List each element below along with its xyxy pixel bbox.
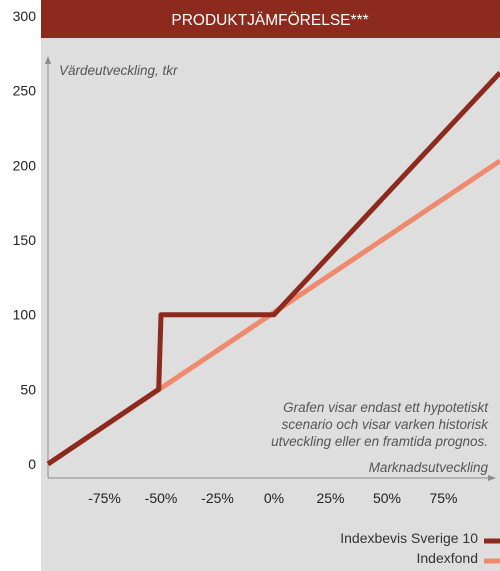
- legend-label-indexbevis: Indexbevis Sverige 10: [340, 530, 478, 546]
- plot-background: [41, 0, 500, 571]
- title-band: [41, 0, 500, 38]
- x-axis-label: Marknadsutveckling: [369, 460, 489, 475]
- chart-title: PRODUKTJÄMFÖRELSE***: [171, 11, 368, 29]
- y-tick-label: 0: [28, 456, 36, 472]
- y-tick-label: 300: [13, 8, 37, 24]
- y-tick-label: 250: [13, 83, 37, 99]
- y-tick-label: 150: [13, 232, 37, 248]
- legend-label-indexfond: Indexfond: [417, 550, 479, 566]
- y-tick-label: 200: [13, 157, 37, 173]
- y-axis-tick-labels: 0 50 100 150 200 250 300: [13, 8, 37, 472]
- chart-note-line-2: scenario och visar varken historisk: [282, 417, 490, 432]
- chart-note-line-1: Grafen visar endast ett hypotetiskt: [283, 400, 489, 415]
- x-tick-label: -50%: [145, 490, 178, 506]
- x-tick-label: 75%: [429, 490, 457, 506]
- x-tick-label: -75%: [88, 490, 121, 506]
- series-lines: [46, 70, 500, 467]
- x-tick-label: 25%: [316, 490, 344, 506]
- x-axis-arrow: [488, 475, 496, 481]
- y-axis-label: Värdeutveckling, tkr: [59, 63, 178, 78]
- x-axis-tick-labels: -75% -50% -25% 0% 25% 50% 75%: [88, 490, 457, 506]
- x-tick-label: 0%: [264, 490, 284, 506]
- series-line-0: [46, 70, 500, 467]
- y-tick-label: 100: [13, 307, 37, 323]
- x-tick-label: -25%: [201, 490, 234, 506]
- y-tick-label: 50: [20, 381, 36, 397]
- x-tick-label: 50%: [373, 490, 401, 506]
- y-axis-arrow: [45, 56, 51, 64]
- chart-note-line-3: utveckling eller en framtida prognos.: [271, 434, 488, 449]
